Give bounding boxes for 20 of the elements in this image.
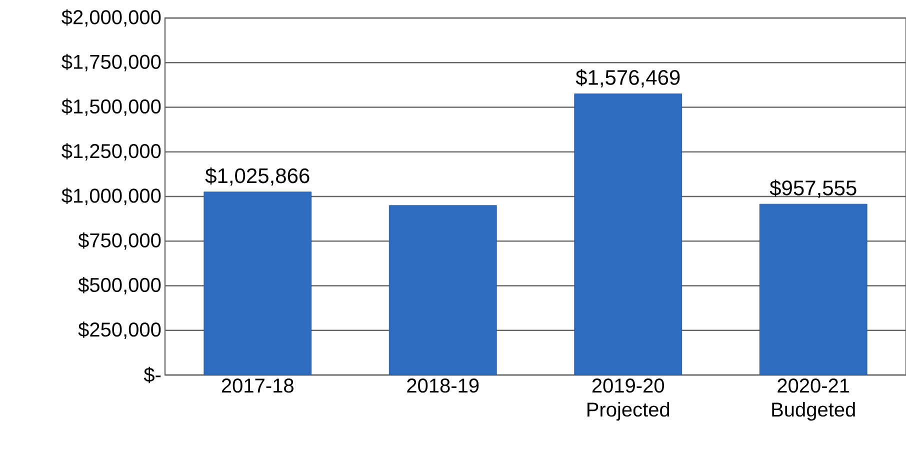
x-tick-label: 2019-20 Projected bbox=[588, 378, 670, 421]
y-tick-label: $750,000 bbox=[78, 232, 161, 250]
y-tick-label: $1,000,000 bbox=[62, 188, 161, 206]
data-label: $1,025,866 bbox=[205, 167, 310, 186]
y-tick-label: $2,000,000 bbox=[62, 9, 161, 27]
y-tick-label: $- bbox=[144, 366, 161, 384]
x-tick-label: 2020-21 Budgeted bbox=[772, 378, 855, 421]
bar bbox=[388, 205, 497, 375]
data-label: $1,576,469 bbox=[576, 69, 680, 88]
y-tick-label: $1,750,000 bbox=[62, 54, 161, 72]
x-tick-label: 2018-19 bbox=[407, 378, 479, 393]
bar bbox=[574, 93, 682, 375]
bar bbox=[759, 204, 868, 375]
y-tick-label: $500,000 bbox=[78, 277, 161, 294]
y-tick-label: $1,250,000 bbox=[62, 143, 161, 161]
y-tick-label: $1,500,000 bbox=[62, 98, 161, 116]
bar bbox=[204, 192, 312, 375]
y-tick-label: $250,000 bbox=[78, 322, 161, 340]
data-label: $957,555 bbox=[770, 180, 856, 198]
x-tick-label: 2017-18 bbox=[222, 378, 294, 393]
